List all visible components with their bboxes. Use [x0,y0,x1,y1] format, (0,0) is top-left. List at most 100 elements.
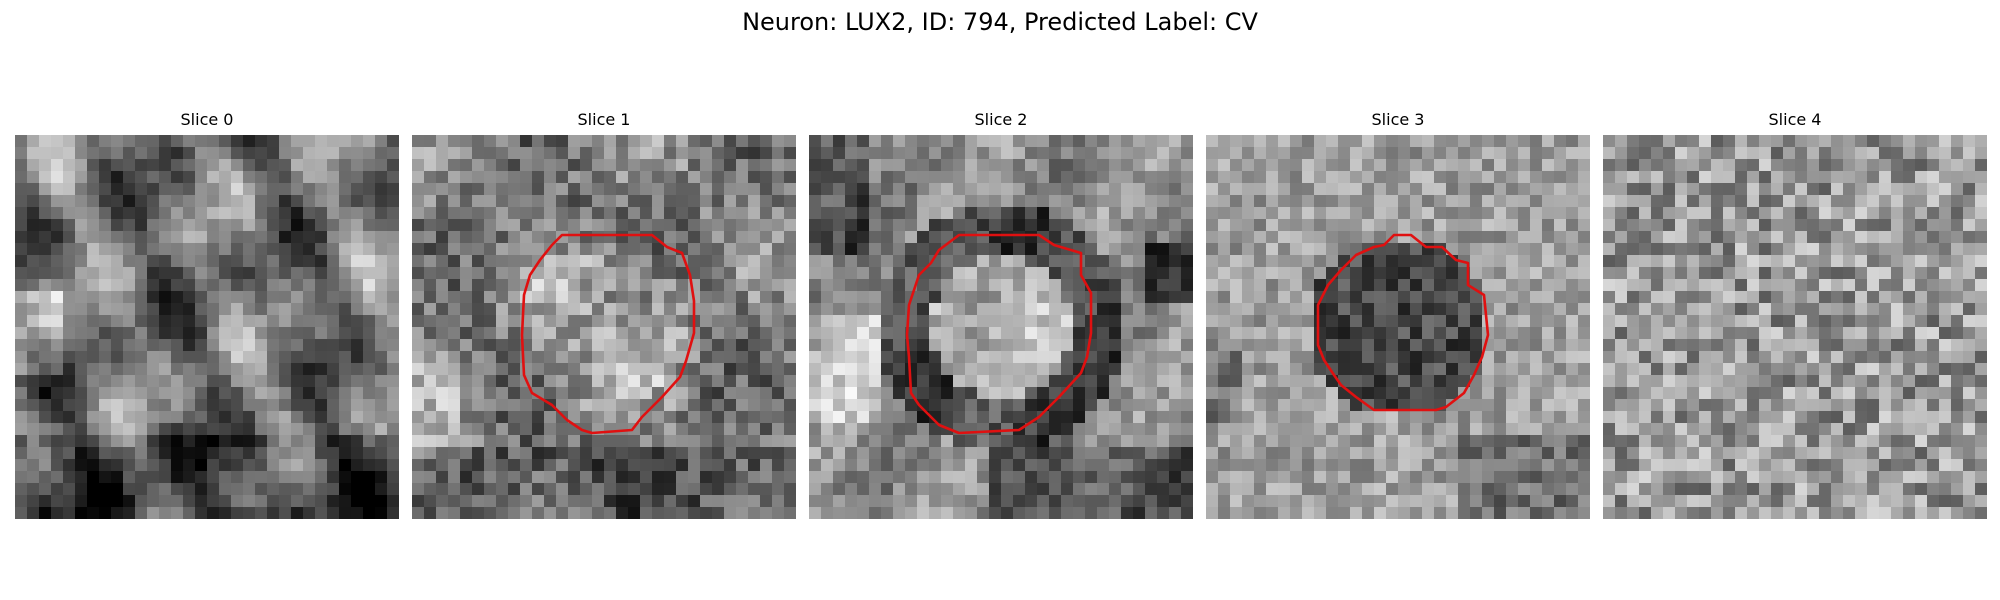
pixel-cell [1759,411,1772,424]
pixel-cell [965,411,978,424]
pixel-cell [628,135,641,148]
pixel-cell [1338,147,1351,160]
pixel-cell [1410,423,1423,436]
pixel-cell [1554,255,1567,268]
pixel-cell [159,375,172,388]
pixel-cell [772,171,785,184]
pixel-cell [1133,387,1146,400]
pixel-cell [1578,219,1590,232]
pixel-cell [1290,387,1303,400]
pixel-cell [135,279,148,292]
pixel-cell [508,459,521,472]
pixel-cell [375,219,388,232]
pixel-cell [243,483,256,496]
pixel-cell [676,399,689,412]
pixel-cell [472,327,485,340]
pixel-cell [363,339,376,352]
pixel-cell [1663,339,1676,352]
pixel-cell [1554,303,1567,316]
pixel-cell [1218,423,1231,436]
pixel-cell [412,315,425,328]
pixel-cell [123,207,136,220]
pixel-cell [1350,315,1363,328]
pixel-cell [1530,363,1543,376]
pixel-cell [303,423,316,436]
pixel-cell [1302,135,1315,148]
pixel-cell [327,159,340,172]
pixel-cell [424,279,437,292]
pixel-cell [1326,387,1339,400]
pixel-cell [1771,327,1784,340]
pixel-cell [279,147,292,160]
pixel-cell [1951,447,1964,460]
pixel-cell [1097,183,1110,196]
pixel-cell [580,435,593,448]
pixel-cell [63,447,76,460]
pixel-cell [1843,423,1856,436]
pixel-cell [1314,147,1327,160]
pixel-cell [676,219,689,232]
pixel-cell [772,327,785,340]
pixel-cell [1085,339,1098,352]
pixel-cell [448,255,461,268]
pixel-cell [1735,459,1748,472]
pixel-cell [1157,207,1170,220]
pixel-cell [1157,435,1170,448]
pixel-cell [1410,483,1423,496]
pixel-cell [1831,255,1844,268]
pixel-cell [1025,375,1038,388]
pixel-cell [472,291,485,304]
pixel-cell [87,399,100,412]
pixel-cell [1386,351,1399,364]
pixel-cell [1169,327,1182,340]
pixel-cell [893,507,906,519]
pixel-cell [1771,243,1784,256]
pixel-cell [556,351,569,364]
pixel-cell [1013,471,1026,484]
pixel-cell [520,291,533,304]
pixel-cell [953,147,966,160]
pixel-cell [1542,195,1555,208]
pixel-cell [1530,279,1543,292]
pixel-cell [387,459,399,472]
pixel-cell [809,339,822,352]
pixel-cell [893,243,906,256]
pixel-cell [1350,507,1363,519]
pixel-cell [171,279,184,292]
pixel-cell [1458,159,1471,172]
pixel-cell [1278,447,1291,460]
pixel-cell [1254,291,1267,304]
pixel-cell [1542,147,1555,160]
pixel-cell [1494,399,1507,412]
pixel-cell [1242,375,1255,388]
pixel-cell [556,303,569,316]
pixel-cell [1133,135,1146,148]
pixel-cell [147,387,160,400]
pixel-cell [604,159,617,172]
pixel-cell [821,507,834,519]
pixel-cell [231,135,244,148]
pixel-cell [616,423,629,436]
pixel-cell [1073,147,1086,160]
pixel-cell [375,267,388,280]
pixel-cell [869,219,882,232]
pixel-cell [1230,363,1243,376]
pixel-cell [1627,255,1640,268]
pixel-cell [496,159,509,172]
pixel-cell [111,339,124,352]
pixel-cell [375,339,388,352]
pixel-cell [1518,243,1531,256]
pixel-cell [592,195,605,208]
pixel-cell [688,351,701,364]
pixel-cell [712,507,725,519]
pixel-cell [351,495,364,508]
pixel-cell [1843,255,1856,268]
pixel-cell [580,219,593,232]
pixel-cell [616,291,629,304]
pixel-cell [1242,159,1255,172]
pixel-cell [628,195,641,208]
pixel-cell [460,183,473,196]
pixel-cell [1025,435,1038,448]
pixel-cell [1350,363,1363,376]
pixel-cell [1230,195,1243,208]
